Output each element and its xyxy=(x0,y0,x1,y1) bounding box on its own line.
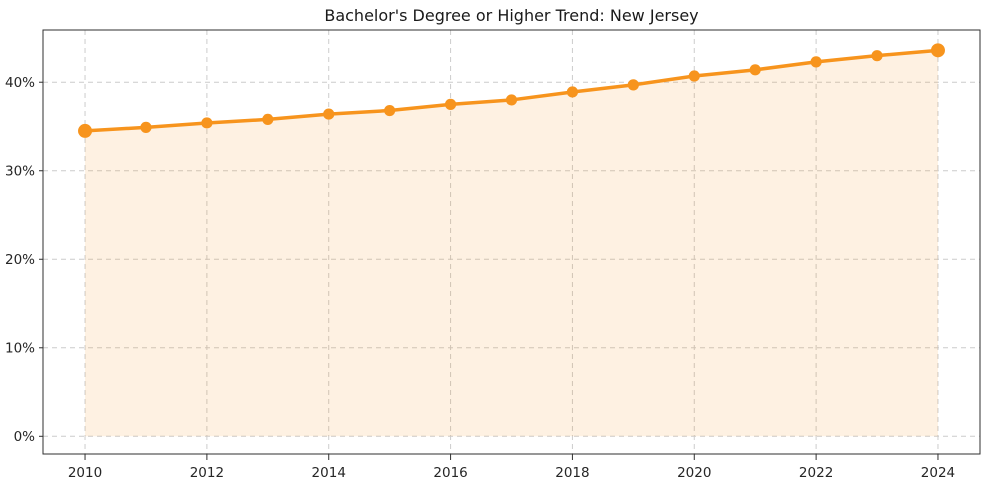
data-point-2013 xyxy=(262,113,274,126)
y-tick-label: 30% xyxy=(5,164,35,180)
data-point-2010 xyxy=(78,123,93,138)
x-tick-label: 2018 xyxy=(555,465,589,481)
data-point-2016 xyxy=(444,98,457,110)
data-point-2020 xyxy=(688,70,700,82)
data-point-2011 xyxy=(140,121,152,133)
data-point-2021 xyxy=(749,64,761,76)
data-point-2015 xyxy=(384,104,396,117)
chart-title: Bachelor's Degree or Higher Trend: New J… xyxy=(324,6,699,25)
x-tick-label: 2010 xyxy=(68,465,102,481)
data-point-2019 xyxy=(627,79,639,91)
data-point-2012 xyxy=(201,117,213,129)
x-tick-label: 2022 xyxy=(799,465,833,481)
data-point-2022 xyxy=(810,56,822,68)
x-tick-label: 2016 xyxy=(433,465,467,481)
data-point-2017 xyxy=(505,94,518,106)
data-point-2023 xyxy=(871,50,883,62)
x-tick-label: 2014 xyxy=(312,465,346,481)
x-tick-label: 2024 xyxy=(921,465,955,481)
area-fill xyxy=(85,50,938,437)
y-tick-label: 0% xyxy=(14,429,36,445)
y-tick-label: 10% xyxy=(5,341,35,357)
x-tick-label: 2012 xyxy=(190,465,224,481)
data-point-2024 xyxy=(930,43,945,58)
y-tick-label: 40% xyxy=(5,75,35,91)
x-tick-label: 2020 xyxy=(677,465,711,481)
plot-frame xyxy=(42,29,981,455)
y-tick-label: 20% xyxy=(5,252,35,268)
data-point-2018 xyxy=(566,86,579,98)
data-point-2014 xyxy=(323,108,335,120)
